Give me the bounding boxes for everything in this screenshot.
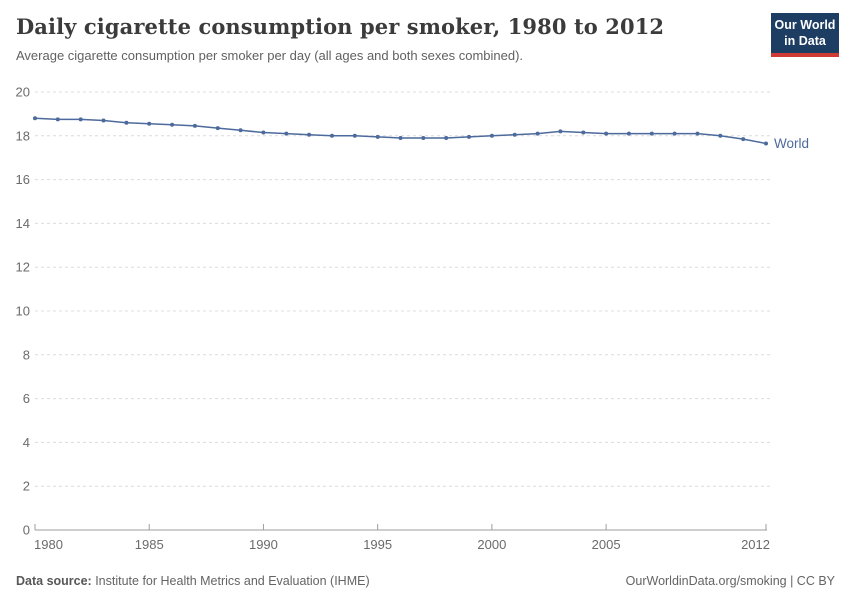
data-point-world-1988 [215,126,220,131]
data-point-world-2003 [558,129,563,134]
owid-logo[interactable]: Our World in Data [771,13,839,58]
data-point-world-1986 [170,122,175,127]
y-axis-tick-label-12: 12 [16,260,30,275]
data-point-world-1996 [398,136,403,140]
y-axis-tick-label-0: 0 [23,523,30,538]
y-axis-tick-label-8: 8 [23,347,30,362]
data-point-world-2011 [741,137,746,142]
data-point-world-2002 [535,131,540,136]
data-point-world-2001 [512,132,517,137]
data-point-world-1997 [421,136,426,140]
y-axis-tick-label-4: 4 [23,435,30,450]
y-axis-tick-label-20: 20 [16,85,30,100]
data-point-world-2007 [649,131,654,136]
chart-footer: Data source: Institute for Health Metric… [16,574,835,588]
data-point-world-2004 [581,130,586,135]
data-point-world-1983 [101,118,106,123]
data-point-world-1982 [78,117,83,122]
x-axis-tick-label-1995: 1995 [363,537,392,552]
data-point-world-1999 [467,134,471,139]
x-axis-tick-label-1985: 1985 [135,537,164,552]
data-source-label: Data source: [16,574,92,588]
data-point-world-1998 [444,136,449,140]
y-axis-tick-label-16: 16 [16,172,30,187]
data-point-world-2005 [604,131,609,136]
data-point-world-2009 [695,131,700,136]
data-source-text: Institute for Health Metrics and Evaluat… [91,574,370,588]
data-point-world-1990 [261,130,266,135]
chart-title: Daily cigarette consumption per smoker, … [16,14,665,39]
x-axis-tick-label-1980: 1980 [34,537,63,552]
data-point-world-1987 [192,123,197,128]
x-axis-tick-label-2012: 2012 [741,537,770,552]
x-axis-tick-label-1990: 1990 [249,537,278,552]
data-point-world-2008 [672,131,677,136]
data-point-world-1981 [55,117,60,122]
data-point-world-2006 [626,131,631,136]
owid-logo-line1: Our World [774,18,836,32]
license-credit[interactable]: OurWorldinData.org/smoking | CC BY [625,574,835,588]
series-label-world[interactable]: World [774,136,809,151]
data-point-world-1984 [124,120,129,125]
data-point-world-1989 [238,128,243,133]
y-axis-tick-label-10: 10 [16,304,30,319]
data-point-world-1994 [352,133,357,138]
data-point-world-1995 [375,134,380,139]
x-axis-tick-label-2000: 2000 [477,537,506,552]
data-point-world-1980 [33,116,37,121]
data-point-world-1993 [330,133,334,138]
y-axis-tick-label-14: 14 [16,216,30,231]
data-point-world-1991 [284,131,289,136]
y-axis-tick-label-18: 18 [16,128,30,143]
data-point-world-1992 [307,132,312,137]
owid-logo-line2: in Data [784,33,826,48]
chart-header: Daily cigarette consumption per smoker, … [16,14,750,63]
y-axis-tick-label-2: 2 [23,479,30,494]
data-point-world-2010 [718,133,723,138]
data-source-note: Data source: Institute for Health Metric… [16,574,370,588]
y-axis-tick-label-6: 6 [23,391,30,406]
x-axis-tick-label-2005: 2005 [592,537,621,552]
data-point-world-2000 [489,133,494,138]
data-point-world-1985 [147,121,152,126]
chart-subtitle: Average cigarette consumption per smoker… [16,48,524,64]
data-point-world-2012 [764,141,768,146]
